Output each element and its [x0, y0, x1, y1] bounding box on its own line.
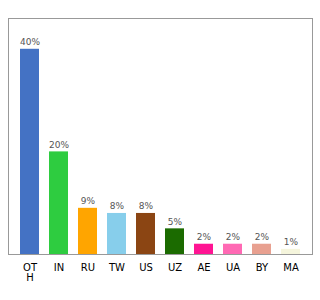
- svg-text:8%: 8%: [139, 201, 154, 211]
- svg-text:1%: 1%: [284, 237, 299, 247]
- svg-text:2%: 2%: [255, 232, 270, 242]
- svg-text:RU: RU: [81, 262, 95, 273]
- svg-text:UA: UA: [226, 262, 240, 273]
- svg-text:TW: TW: [108, 262, 125, 273]
- svg-text:BY: BY: [256, 262, 269, 273]
- svg-text:2%: 2%: [197, 232, 212, 242]
- svg-text:AE: AE: [197, 262, 210, 273]
- svg-text:UZ: UZ: [168, 262, 182, 273]
- svg-text:40%: 40%: [20, 37, 40, 47]
- svg-text:2%: 2%: [226, 232, 241, 242]
- svg-text:OTH: OTH: [23, 262, 38, 283]
- svg-text:9%: 9%: [81, 196, 96, 206]
- svg-text:MA: MA: [283, 262, 299, 273]
- svg-text:20%: 20%: [49, 140, 69, 150]
- svg-text:5%: 5%: [168, 217, 183, 227]
- svg-text:IN: IN: [54, 262, 64, 273]
- svg-text:8%: 8%: [110, 201, 125, 211]
- svg-text:US: US: [139, 262, 153, 273]
